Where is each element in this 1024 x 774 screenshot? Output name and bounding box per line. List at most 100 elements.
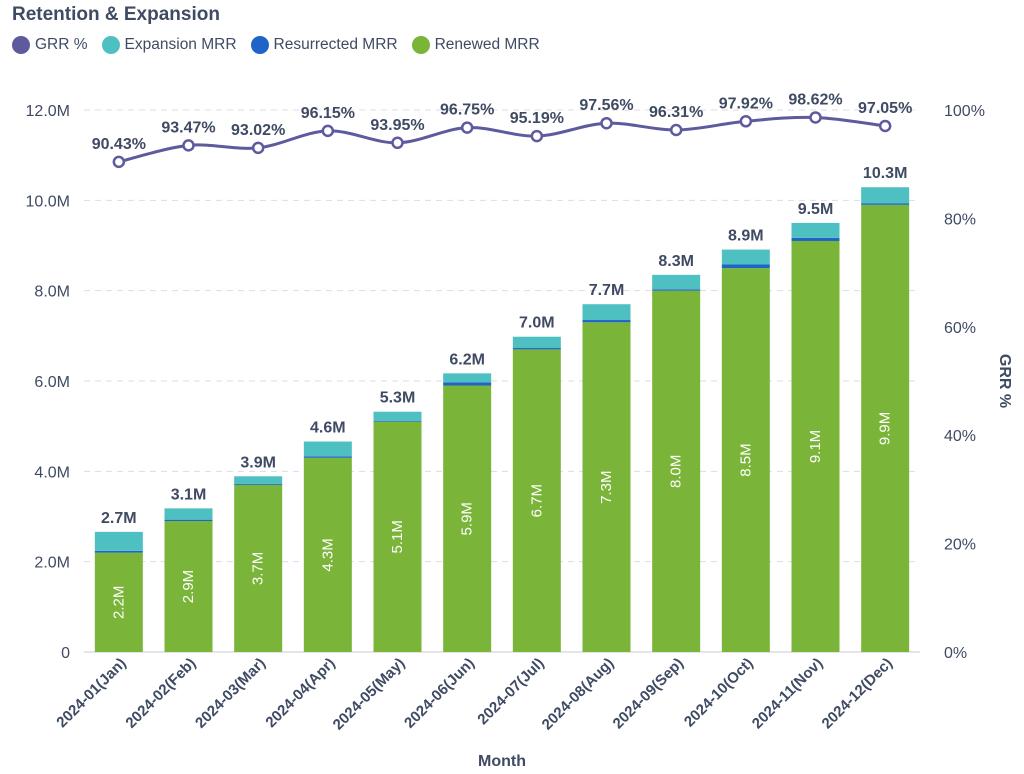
bar-renewed-label: 9.1M <box>807 430 824 463</box>
bar-renewed <box>234 484 283 652</box>
x-tick-label: 2024-10(Oct) <box>681 655 757 731</box>
bar-renewed <box>373 421 422 652</box>
y2-tick-label: 40% <box>944 428 976 445</box>
x-tick-label: 2024-05(May) <box>330 655 409 734</box>
x-tick-label: 2024-03(Mar) <box>192 655 269 732</box>
y2-tick-label: 80% <box>944 211 976 228</box>
bar-expansion <box>234 476 283 484</box>
y2-tick-label: 0% <box>944 645 967 662</box>
bar-resurrected <box>861 203 910 205</box>
legend-swatch-resurrected <box>250 36 269 54</box>
grr-point <box>112 155 126 169</box>
legend-label-expansion: Expansion MRR <box>124 36 237 53</box>
bar-expansion <box>443 373 492 383</box>
bar-renewed <box>791 240 840 652</box>
bar-expansion <box>791 222 840 238</box>
bar-expansion <box>582 304 631 321</box>
grr-point <box>809 111 822 124</box>
y-tick-label: 6.0M <box>34 374 70 391</box>
bar-resurrected <box>303 456 352 458</box>
grr-line <box>118 115 886 164</box>
bar-total-label: 5.3M <box>380 390 416 407</box>
y-tick-label: 10.0M <box>26 193 70 210</box>
y2-tick-label: 60% <box>944 320 976 337</box>
bar-resurrected <box>791 237 840 241</box>
legend-item-renewed[interactable]: Renewed MRR <box>411 36 540 54</box>
grr-label: 93.95% <box>370 117 424 134</box>
grr-label: 97.05% <box>858 100 912 117</box>
bar-total-label: 7.0M <box>519 315 555 332</box>
bar-expansion <box>512 336 561 349</box>
bar-expansion <box>373 411 422 421</box>
bar-total-label: 2.7M <box>101 510 137 527</box>
grr-label: 96.75% <box>440 102 494 119</box>
grr-label: 95.19% <box>510 110 564 127</box>
bar-renewed-label: 5.9M <box>459 502 476 535</box>
legend-item-expansion[interactable]: Expansion MRR <box>101 36 237 54</box>
legend-swatch-grr <box>12 36 30 54</box>
grr-point <box>600 116 613 130</box>
bar-total-label: 3.9M <box>240 454 276 471</box>
legend-swatch-renewed <box>411 36 430 54</box>
bar-renewed <box>443 385 492 652</box>
bar-total-label: 8.3M <box>658 253 694 270</box>
bar-expansion <box>861 187 910 204</box>
grr-point <box>739 115 753 128</box>
bar-renewed-label: 4.3M <box>319 538 336 571</box>
bar-renewed-label: 9.9M <box>877 412 894 445</box>
x-tick-label: 2024-12(Dec) <box>819 655 896 732</box>
bar-renewed-label: 5.1M <box>389 520 406 553</box>
bar-total-label: 7.7M <box>589 282 625 299</box>
y-tick-label: 12.0M <box>26 103 70 120</box>
x-tick-label: 2024-09(Sep) <box>610 655 687 732</box>
bar-resurrected <box>443 382 492 386</box>
grr-point <box>251 141 265 155</box>
bar-resurrected <box>94 550 143 553</box>
legend-label-resurrected: Resurrected MRR <box>273 36 398 53</box>
bar-renewed <box>652 290 701 652</box>
bar-renewed-label: 2.2M <box>110 586 127 619</box>
grr-label: 93.47% <box>161 119 215 136</box>
bar-total-label: 3.1M <box>171 486 207 503</box>
y-tick-label: 2.0M <box>34 555 70 572</box>
bar-expansion <box>652 274 701 290</box>
bar-renewed <box>164 521 213 652</box>
bar-resurrected <box>582 320 631 323</box>
bar-renewed-label: 6.7M <box>528 484 545 517</box>
bar-resurrected <box>721 264 770 269</box>
grr-label: 93.02% <box>231 122 285 139</box>
legend-item-grr[interactable]: GRR % <box>12 36 88 54</box>
grr-label: 90.43% <box>92 136 146 153</box>
grr-point <box>530 129 544 143</box>
y-tick-label: 0 <box>61 645 70 662</box>
x-tick-label: 2024-01(Jan) <box>53 655 129 731</box>
bar-renewed <box>94 552 143 652</box>
bar-expansion <box>164 508 213 520</box>
bar-total-label: 10.3M <box>863 165 907 182</box>
bar-resurrected <box>652 289 701 291</box>
grr-label: 96.15% <box>301 105 355 122</box>
grr-label: 97.92% <box>719 95 773 112</box>
chart-title: Retention & Expansion <box>12 4 220 25</box>
grr-point <box>321 124 335 138</box>
grr-label: 96.31% <box>649 104 703 121</box>
bar-total-label: 4.6M <box>310 420 346 437</box>
bar-total-label: 6.2M <box>449 351 485 368</box>
y2-axis-title: GRR % <box>996 354 1013 408</box>
bar-renewed <box>303 457 352 652</box>
grr-point <box>391 136 404 150</box>
bar-total-label: 9.5M <box>798 201 834 218</box>
legend: GRR % Expansion MRR Resurrected MRR Rene… <box>12 36 540 54</box>
x-tick-label: 2024-04(Apr) <box>262 655 338 731</box>
legend-item-resurrected[interactable]: Resurrected MRR <box>250 36 398 54</box>
grr-point <box>460 121 474 134</box>
bar-expansion <box>303 441 352 457</box>
bar-renewed-label: 8.0M <box>668 455 685 488</box>
bar-renewed <box>582 322 631 652</box>
bar-resurrected <box>164 519 213 522</box>
x-tick-label: 2024-08(Aug) <box>539 655 618 734</box>
y2-tick-label: 100% <box>944 103 985 120</box>
bar-resurrected <box>512 348 561 350</box>
x-tick-label: 2024-02(Feb) <box>122 655 199 732</box>
